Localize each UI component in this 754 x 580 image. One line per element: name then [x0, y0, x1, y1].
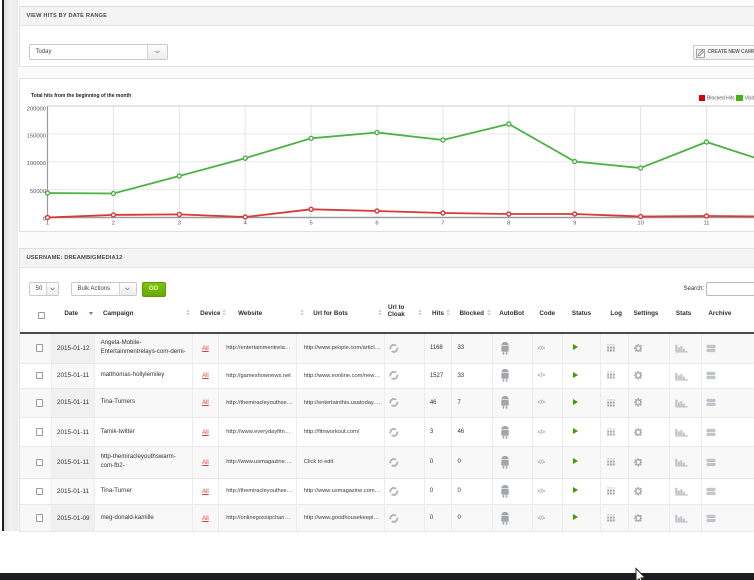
svg-text:5: 5: [309, 221, 312, 227]
svg-text:50000: 50000: [29, 189, 45, 195]
svg-text:150000: 150000: [26, 134, 45, 140]
svg-text:11: 11: [703, 221, 709, 227]
svg-text:200000: 200000: [26, 107, 45, 113]
svg-text:0: 0: [42, 217, 45, 223]
svg-text:7: 7: [441, 221, 444, 227]
svg-text:4: 4: [243, 221, 247, 227]
svg-text:6: 6: [375, 221, 378, 227]
svg-text:1: 1: [45, 221, 48, 227]
svg-text:10: 10: [637, 221, 643, 227]
svg-text:2: 2: [111, 221, 114, 227]
svg-text:9: 9: [573, 221, 576, 227]
svg-text:100000: 100000: [26, 161, 45, 167]
svg-text:8: 8: [507, 221, 510, 227]
svg-text:3: 3: [177, 221, 180, 227]
